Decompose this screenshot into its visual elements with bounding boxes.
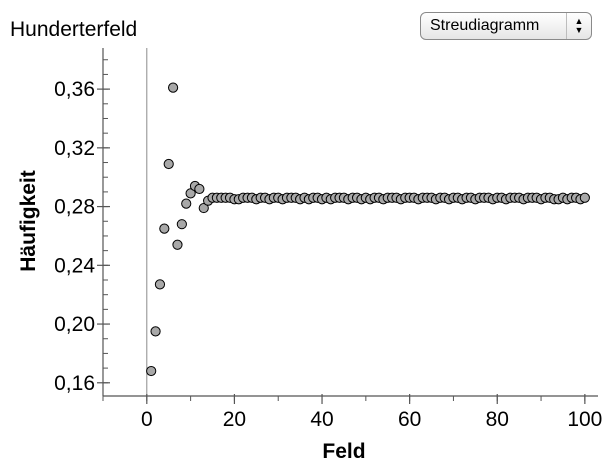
y-tick-label: 0,24 bbox=[54, 254, 95, 277]
data-point bbox=[150, 326, 161, 337]
y-tick-label: 0,16 bbox=[54, 372, 95, 395]
data-points bbox=[146, 82, 590, 377]
data-point bbox=[194, 183, 205, 195]
x-axis-label: Feld bbox=[322, 440, 365, 461]
data-point bbox=[198, 202, 209, 214]
data-point bbox=[154, 279, 166, 290]
view-type-select[interactable]: Streudiagramm ▲ ▼ bbox=[420, 12, 592, 40]
data-point bbox=[579, 192, 590, 203]
x-tick-label: 0 bbox=[141, 408, 153, 431]
stepper-arrows-icon[interactable]: ▲ ▼ bbox=[566, 13, 591, 39]
x-tick-label: 100 bbox=[567, 408, 602, 431]
data-point bbox=[167, 82, 179, 93]
data-point bbox=[172, 239, 183, 250]
y-tick-label: 0,32 bbox=[54, 137, 95, 160]
x-tick-label: 80 bbox=[486, 408, 509, 431]
y-tick-label: 0,20 bbox=[54, 313, 95, 336]
data-point bbox=[163, 158, 174, 170]
y-axis-label: Häufigkeit bbox=[17, 170, 40, 272]
view-type-select-value: Streudiagramm bbox=[430, 17, 540, 34]
data-point bbox=[159, 223, 170, 234]
y-tick-label: 0,36 bbox=[54, 78, 95, 101]
data-point bbox=[185, 188, 196, 199]
data-point bbox=[176, 219, 187, 230]
x-tick-label: 40 bbox=[310, 408, 333, 431]
chart-title: Hunderterfeld bbox=[10, 18, 138, 41]
data-point bbox=[181, 198, 192, 209]
axes: 0,16 0,20 0,24 0,28 0,32 0,36 0 20 40 60 80 100 bbox=[54, 48, 602, 431]
x-tick-label: 20 bbox=[223, 408, 246, 431]
data-point bbox=[146, 365, 157, 377]
x-tick-label: 60 bbox=[398, 408, 421, 431]
y-tick-label: 0,28 bbox=[54, 196, 95, 219]
